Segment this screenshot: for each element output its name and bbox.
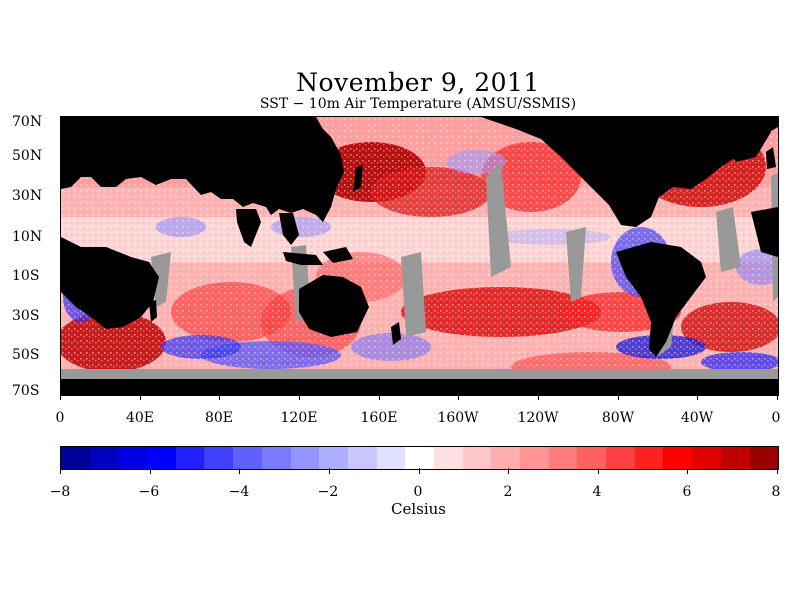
colorbar-label-neg4: −4: [228, 484, 250, 500]
colorbar-swatch: [319, 447, 348, 469]
lon-tick: [777, 394, 778, 400]
lon-label-120e: 120E: [280, 410, 318, 426]
colorbar-swatch: [663, 447, 693, 469]
colorbar-swatch: [548, 447, 578, 469]
colorbar-swatch: [376, 447, 406, 469]
colorbar-label-0: 0: [413, 484, 423, 500]
colorbar-swatch: [692, 447, 721, 469]
colorbar-swatch: [749, 447, 779, 469]
colorbar-tick: [508, 468, 509, 474]
colorbar-tick: [329, 468, 330, 474]
colorbar-swatch: [290, 447, 320, 469]
lon-label-80w: 80W: [601, 410, 635, 426]
lon-tick: [299, 394, 300, 400]
colorbar-tick: [150, 468, 151, 474]
colorbar-swatch: [520, 447, 549, 469]
colorbar-label-6: 6: [682, 484, 692, 500]
lat-label-10n: 10N: [12, 229, 43, 245]
colorbar-label-8: 8: [771, 484, 781, 500]
colorbar-swatch: [147, 447, 176, 469]
colorbar-swatch: [89, 447, 119, 469]
colorbar-tick: [60, 468, 61, 474]
colorbar-swatch: [204, 447, 234, 469]
colorbar-label-4: 4: [592, 484, 602, 500]
lat-label-50s: 50S: [12, 347, 40, 363]
lon-label-0-left: 0: [55, 410, 65, 426]
lat-label-50n: 50N: [12, 148, 43, 164]
lon-label-40w: 40W: [680, 410, 714, 426]
colorbar-label-neg6: −6: [138, 484, 160, 500]
colorbar-swatch: [118, 447, 148, 469]
colorbar-swatch: [462, 447, 492, 469]
lon-tick: [458, 394, 459, 400]
lon-label-120w: 120W: [517, 410, 559, 426]
colorbar-swatch: [606, 447, 635, 469]
lon-tick: [618, 394, 619, 400]
map-canvas: [61, 117, 778, 395]
colorbar-tick: [777, 468, 778, 474]
lon-tick: [60, 394, 61, 400]
lon-tick: [379, 394, 380, 400]
lon-tick: [697, 394, 698, 400]
lon-tick: [219, 394, 220, 400]
colorbar-tick: [598, 468, 599, 474]
colorbar-units: Celsius: [390, 500, 446, 518]
lat-label-30s: 30S: [12, 308, 40, 324]
colorbar-swatch: [634, 447, 664, 469]
colorbar-swatch: [405, 447, 434, 469]
colorbar-label-neg2: −2: [317, 484, 339, 500]
lon-tick: [140, 394, 141, 400]
lon-label-160w: 160W: [437, 410, 479, 426]
colorbar-tick: [419, 468, 420, 474]
lon-label-0-right: 0: [771, 410, 781, 426]
colorbar-swatch: [720, 447, 750, 469]
figure-title: November 9, 2011: [296, 68, 540, 97]
colorbar-label-neg8: −8: [49, 484, 71, 500]
land-masses: [61, 117, 778, 395]
lat-label-70n: 70N: [12, 114, 43, 130]
lat-label-10s: 10S: [12, 268, 40, 284]
colorbar-swatch: [175, 447, 205, 469]
colorbar-label-2: 2: [503, 484, 513, 500]
figure-subtitle: SST − 10m Air Temperature (AMSU/SSMIS): [259, 96, 577, 112]
colorbar-swatch: [261, 447, 291, 469]
lat-label-70s: 70S: [12, 383, 40, 399]
lon-label-80e: 80E: [204, 410, 234, 426]
colorbar-swatch: [347, 447, 377, 469]
colorbar-tick: [239, 468, 240, 474]
lat-label-30n: 30N: [12, 188, 43, 204]
sst-anomaly-map: [60, 116, 779, 396]
lon-label-160e: 160E: [360, 410, 398, 426]
colorbar-tick: [687, 468, 688, 474]
colorbar-swatch: [577, 447, 607, 469]
colorbar-swatch: [491, 447, 520, 469]
colorbar: [60, 446, 779, 470]
colorbar-swatch: [433, 447, 463, 469]
colorbar-swatch: [233, 447, 262, 469]
colorbar-swatch: [61, 447, 90, 469]
lon-tick: [538, 394, 539, 400]
lon-label-40e: 40E: [125, 410, 155, 426]
